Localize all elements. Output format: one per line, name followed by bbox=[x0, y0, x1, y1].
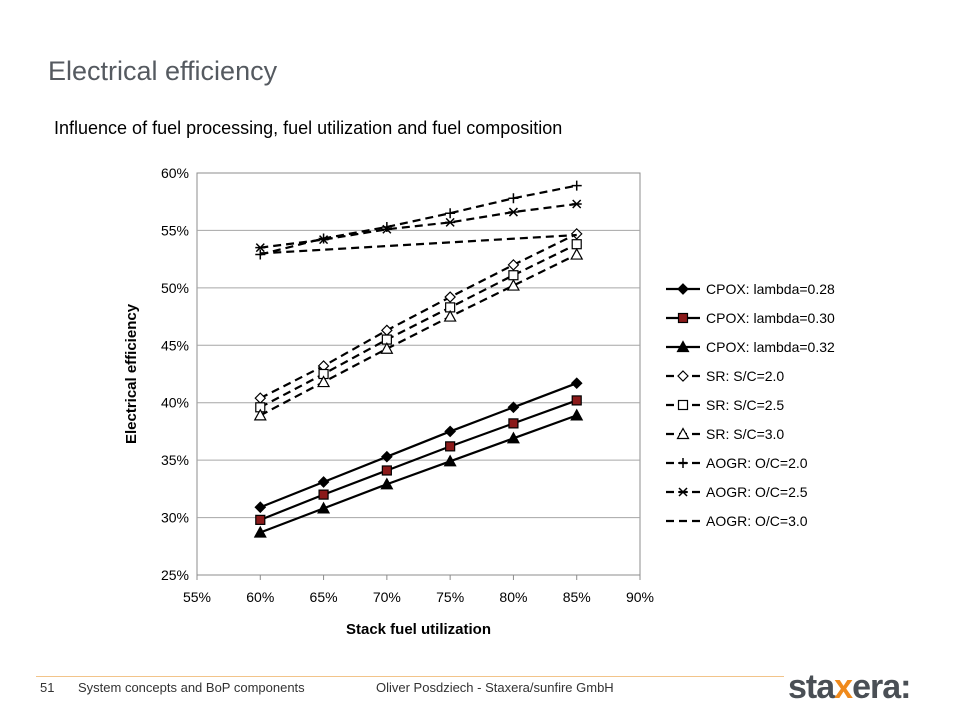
legend-label-3: CPOX: lambda=0.32 bbox=[706, 339, 835, 355]
series-6-point bbox=[506, 278, 520, 291]
y-tick-label: 35% bbox=[161, 452, 189, 468]
legend-label-6: SR: S/C=3.0 bbox=[706, 426, 784, 442]
series-7-point bbox=[445, 208, 456, 219]
series-line-8 bbox=[260, 202, 577, 249]
x-tick-label: 65% bbox=[310, 589, 338, 605]
series-7-point bbox=[571, 180, 582, 191]
footer-divider bbox=[36, 676, 784, 677]
series-2-point bbox=[318, 489, 329, 500]
series-line-3 bbox=[259, 414, 578, 534]
series-5-point bbox=[508, 270, 519, 281]
y-tick-label: 25% bbox=[161, 567, 189, 583]
series-8-point bbox=[381, 224, 392, 234]
legend-label-1: CPOX: lambda=0.28 bbox=[706, 281, 835, 297]
x-tick-label: 80% bbox=[499, 589, 527, 605]
series-7-point bbox=[508, 193, 519, 204]
y-tick-label: 50% bbox=[161, 280, 189, 296]
series-4-point bbox=[381, 324, 393, 337]
series-3-point bbox=[380, 477, 394, 490]
legend-marker-7 bbox=[678, 458, 688, 468]
series-3-point bbox=[570, 408, 584, 421]
legend-label-2: CPOX: lambda=0.30 bbox=[706, 310, 835, 326]
series-8-point bbox=[318, 235, 329, 245]
series-6-point bbox=[443, 309, 457, 322]
legend-marker-8 bbox=[678, 487, 688, 497]
slide-subtitle: Influence of fuel processing, fuel utili… bbox=[54, 118, 563, 138]
x-axis-title: Stack fuel utilization bbox=[346, 621, 491, 638]
series-line-4 bbox=[259, 232, 578, 400]
y-tick-label: 60% bbox=[161, 165, 189, 181]
series-2-point bbox=[381, 465, 392, 476]
footer-author: Oliver Posdziech - Staxera/sunfire GmbH bbox=[376, 680, 614, 695]
series-6-point bbox=[253, 408, 267, 421]
series-1-point bbox=[381, 450, 393, 463]
legend-marker-6 bbox=[676, 427, 690, 440]
slide-title: Electrical efficiency bbox=[48, 56, 278, 86]
y-tick-label: 45% bbox=[161, 337, 189, 353]
series-6-point bbox=[380, 341, 394, 354]
legend-label-4: SR: S/C=2.0 bbox=[706, 368, 784, 384]
series-2-point bbox=[508, 418, 519, 429]
x-tick-label: 75% bbox=[436, 589, 464, 605]
series-2-point bbox=[571, 395, 582, 406]
x-tick-label: 85% bbox=[563, 589, 591, 605]
series-line-5 bbox=[259, 243, 578, 409]
series-8-point bbox=[571, 199, 582, 209]
series-2-point bbox=[445, 441, 456, 452]
series-4-point bbox=[254, 392, 267, 404]
legend-label-7: AOGR: O/C=2.0 bbox=[706, 455, 808, 471]
series-8-point bbox=[445, 217, 456, 227]
legend-marker-5 bbox=[677, 399, 689, 411]
series-6-point bbox=[317, 375, 331, 388]
series-4-point bbox=[570, 228, 583, 240]
series-1-point bbox=[507, 401, 520, 414]
staxera-logo: staxera: bbox=[788, 668, 911, 706]
x-tick-label: 90% bbox=[626, 589, 654, 605]
series-8-point bbox=[508, 207, 519, 217]
series-3-point bbox=[506, 431, 520, 444]
legend-label-8: AOGR: O/C=2.5 bbox=[706, 484, 808, 500]
y-axis-title: Electrical efficiency bbox=[123, 303, 140, 444]
series-6-point bbox=[570, 247, 584, 260]
legend-marker-2 bbox=[677, 312, 689, 324]
series-2-point bbox=[255, 514, 266, 525]
legend-label-5: SR: S/C=2.5 bbox=[706, 397, 784, 413]
legend-marker-1 bbox=[677, 283, 689, 295]
y-tick-label: 30% bbox=[161, 510, 189, 526]
footer-topic: System concepts and BoP components bbox=[78, 680, 305, 695]
series-1-point bbox=[444, 425, 456, 438]
series-3-point bbox=[253, 525, 267, 538]
plot-frame bbox=[196, 172, 641, 576]
y-tick-label: 55% bbox=[161, 222, 189, 238]
series-3-point bbox=[443, 454, 457, 467]
series-1-point bbox=[570, 377, 583, 390]
series-3-point bbox=[317, 501, 331, 514]
series-8-point bbox=[255, 243, 266, 253]
page-number: 51 bbox=[40, 680, 55, 695]
x-tick-label: 70% bbox=[373, 589, 401, 605]
series-4-point bbox=[444, 291, 456, 303]
series-4-point bbox=[507, 259, 520, 271]
series-line-9 bbox=[260, 233, 577, 255]
series-line-1 bbox=[259, 382, 578, 509]
legend-marker-4 bbox=[677, 370, 689, 382]
series-line-2 bbox=[259, 399, 578, 521]
series-1-point bbox=[317, 476, 330, 488]
legend-label-9: AOGR: O/C=3.0 bbox=[706, 513, 808, 529]
series-5-point bbox=[571, 239, 582, 250]
series-7-point bbox=[255, 249, 266, 260]
series-1-point bbox=[254, 501, 267, 514]
legend-marker-3 bbox=[676, 340, 690, 353]
y-tick-label: 40% bbox=[161, 395, 189, 411]
x-tick-label: 55% bbox=[183, 589, 211, 605]
x-tick-label: 60% bbox=[246, 589, 274, 605]
efficiency-chart: 25% 30% 35% 40% 45% 50% 55% 60% 55% 60% 65% 70% 75% 8… bbox=[123, 165, 835, 638]
series-line-6 bbox=[259, 253, 578, 417]
